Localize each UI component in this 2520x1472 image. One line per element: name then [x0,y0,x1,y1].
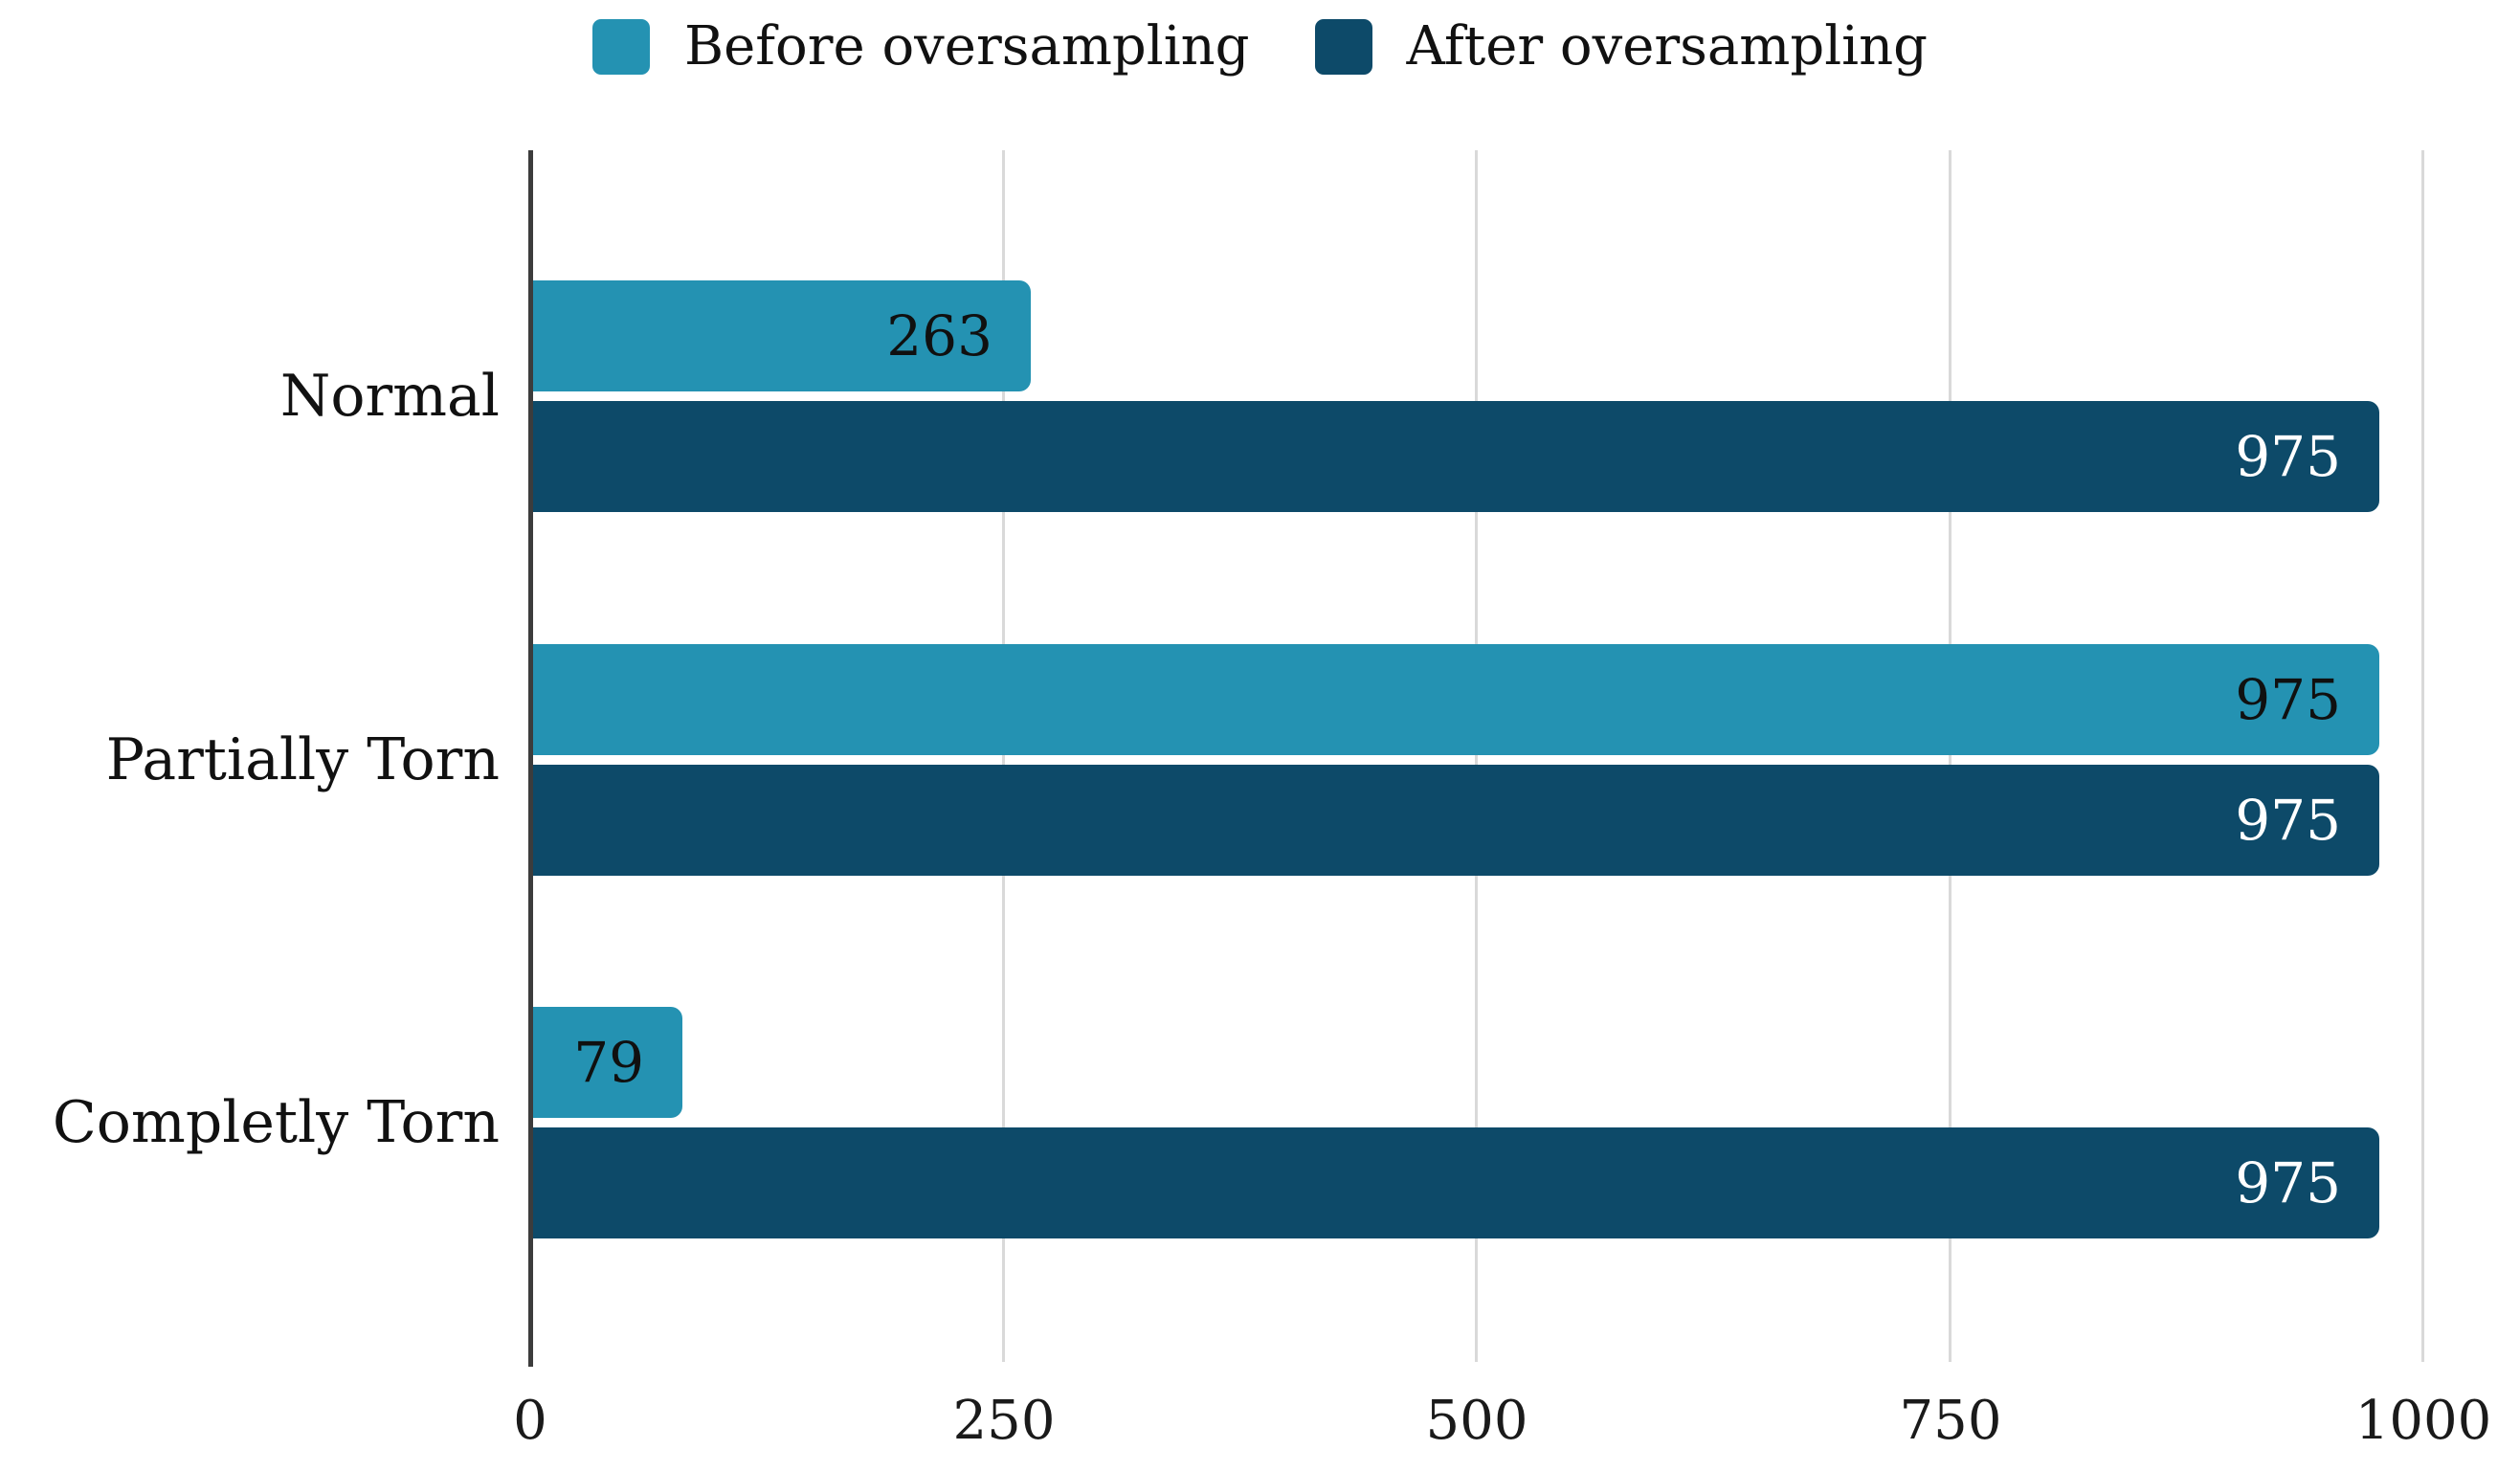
gridline-500 [1475,150,1478,1362]
legend-item-after: After oversampling [1314,15,1928,78]
legend-item-before: Before oversampling [592,15,1250,78]
legend-label-after: After oversampling [1406,15,1928,78]
bar-before-completly-torn: 79 [533,1007,682,1118]
gridline-750 [1949,150,1951,1362]
y-axis-line [528,150,533,1367]
bar-before-partially-torn: 975 [533,644,2379,755]
gridline-1000 [2421,150,2424,1362]
legend: Before oversampling After oversampling [0,15,2520,78]
legend-swatch-before-icon [592,18,650,75]
category-label: Partially Torn [105,726,500,793]
value-label: 975 [2235,667,2341,732]
value-label: 975 [2235,424,2341,489]
bar-before-normal: 263 [533,280,1031,391]
legend-label-before: Before oversampling [684,15,1250,78]
x-tick-label-250: 250 [952,1390,1056,1452]
bar-after-normal: 975 [533,401,2379,512]
x-tick-label-1000: 1000 [2354,1390,2492,1452]
category-label: Normal [279,363,500,430]
gridline-250 [1002,150,1005,1362]
x-tick-label-500: 500 [1425,1390,1528,1452]
value-label: 975 [2235,1150,2341,1216]
bar-row-partially-torn: Partially Torn 975 975 [106,644,2426,876]
bar-row-normal: Normal 263 975 [280,280,2426,512]
x-tick-label-750: 750 [1899,1390,2002,1452]
legend-swatch-after-icon [1314,18,1372,75]
bar-after-completly-torn: 975 [533,1127,2379,1238]
category-label: Completly Torn [52,1089,500,1156]
bar-after-partially-torn: 975 [533,765,2379,876]
x-tick-label-0: 0 [513,1390,547,1452]
bar-row-completly-torn: Completly Torn 79 975 [53,1007,2426,1238]
value-label: 79 [573,1030,644,1095]
value-label: 975 [2235,788,2341,853]
value-label: 263 [886,303,992,368]
